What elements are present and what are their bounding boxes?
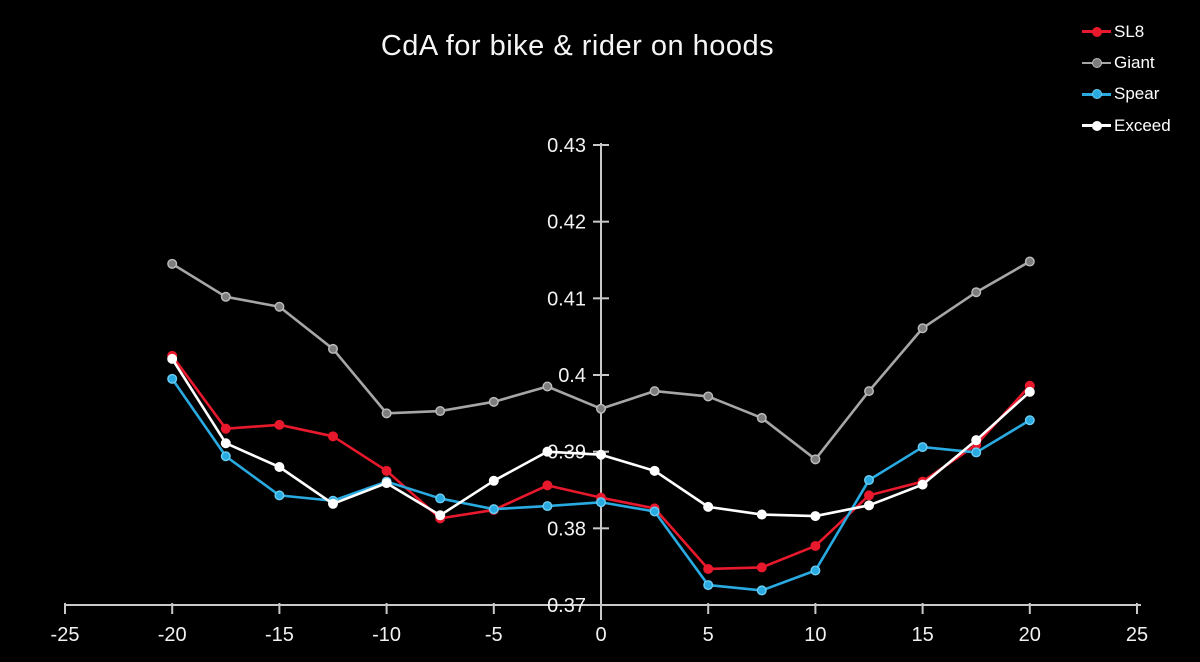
data-point-exceed — [274, 462, 285, 473]
chart-title: CdA for bike & rider on hoods — [380, 30, 775, 62]
legend-line-spear — [1082, 89, 1111, 100]
data-point-exceed — [381, 478, 392, 489]
data-point-sl8 — [756, 562, 767, 573]
data-point-exceed — [971, 435, 982, 446]
data-point-sl8 — [220, 423, 231, 434]
legend-line-giant — [1082, 57, 1111, 68]
data-point-exceed — [220, 438, 231, 449]
data-point-giant — [542, 381, 553, 392]
legend: SL8 Giant Spear Exceed — [1082, 16, 1171, 141]
legend-marker-icon — [1091, 57, 1102, 68]
data-point-giant — [703, 391, 714, 402]
data-point-exceed — [703, 501, 714, 512]
data-point-spear — [864, 475, 875, 486]
y-tick-label: 0.41 — [547, 288, 586, 310]
data-point-spear — [649, 506, 660, 517]
data-point-giant — [328, 343, 339, 354]
data-point-exceed — [917, 479, 928, 490]
data-point-sl8 — [542, 480, 553, 491]
data-point-exceed — [649, 465, 660, 476]
x-tick-label: -5 — [485, 624, 503, 646]
y-tick-label: 0.38 — [547, 518, 586, 540]
data-point-spear — [488, 504, 499, 515]
x-tick-label: 5 — [703, 624, 714, 646]
data-point-spear — [435, 493, 446, 504]
legend-item-sl8: SL8 — [1082, 16, 1171, 47]
data-point-exceed — [328, 498, 339, 509]
data-point-spear — [756, 585, 767, 596]
data-point-sl8 — [703, 563, 714, 574]
data-point-giant — [917, 323, 928, 334]
data-point-spear — [220, 451, 231, 462]
data-point-exceed — [435, 510, 446, 521]
x-tick-label: 20 — [1019, 624, 1041, 646]
y-tick-label: 0.37 — [547, 595, 586, 617]
data-point-spear — [167, 373, 178, 384]
data-point-spear — [542, 501, 553, 512]
data-point-giant — [167, 258, 178, 269]
data-point-sl8 — [810, 540, 821, 551]
data-point-sl8 — [274, 419, 285, 430]
legend-marker-icon — [1091, 26, 1102, 37]
data-point-exceed — [542, 446, 553, 457]
data-point-exceed — [596, 449, 607, 460]
x-tick-label: -15 — [265, 624, 294, 646]
y-tick-label: 0.43 — [547, 135, 586, 157]
data-point-sl8 — [381, 465, 392, 476]
x-tick-label: 10 — [804, 624, 826, 646]
x-tick-label: -20 — [158, 624, 187, 646]
x-tick-label: -10 — [372, 624, 401, 646]
data-point-giant — [220, 291, 231, 302]
data-point-spear — [703, 580, 714, 591]
data-point-exceed — [167, 353, 178, 364]
x-tick-label: 15 — [911, 624, 933, 646]
data-point-giant — [756, 412, 767, 423]
data-point-giant — [435, 406, 446, 417]
data-point-spear — [1024, 415, 1035, 426]
legend-line-exceed — [1082, 120, 1111, 131]
data-point-spear — [274, 490, 285, 501]
data-point-giant — [864, 386, 875, 397]
data-point-giant — [596, 403, 607, 414]
data-point-exceed — [864, 500, 875, 511]
legend-item-exceed: Exceed — [1082, 110, 1171, 141]
x-tick-label: 25 — [1126, 624, 1148, 646]
data-point-giant — [381, 408, 392, 419]
data-point-spear — [971, 447, 982, 458]
data-point-spear — [810, 565, 821, 576]
legend-marker-icon — [1091, 120, 1102, 131]
data-point-giant — [649, 386, 660, 397]
data-point-exceed — [810, 511, 821, 522]
data-point-spear — [596, 497, 607, 508]
data-point-sl8 — [328, 431, 339, 442]
data-point-exceed — [488, 475, 499, 486]
legend-item-giant: Giant — [1082, 47, 1171, 78]
data-point-giant — [274, 301, 285, 312]
data-point-giant — [971, 287, 982, 298]
data-point-sl8 — [864, 490, 875, 501]
data-point-exceed — [1024, 386, 1035, 397]
y-tick-label: 0.4 — [558, 365, 586, 387]
legend-label-spear: Spear — [1114, 84, 1160, 104]
legend-marker-icon — [1091, 89, 1102, 100]
data-point-giant — [810, 454, 821, 465]
legend-label-sl8: SL8 — [1114, 21, 1145, 41]
data-point-exceed — [756, 509, 767, 520]
x-tick-label: -25 — [51, 624, 80, 646]
legend-label-exceed: Exceed — [1114, 115, 1171, 135]
data-point-spear — [917, 442, 928, 453]
data-point-giant — [488, 396, 499, 407]
y-tick-label: 0.42 — [547, 212, 586, 234]
legend-label-giant: Giant — [1114, 52, 1155, 72]
legend-item-spear: Spear — [1082, 79, 1171, 110]
legend-line-sl8 — [1082, 26, 1111, 37]
x-tick-label: 0 — [595, 624, 606, 646]
data-point-giant — [1024, 256, 1035, 267]
